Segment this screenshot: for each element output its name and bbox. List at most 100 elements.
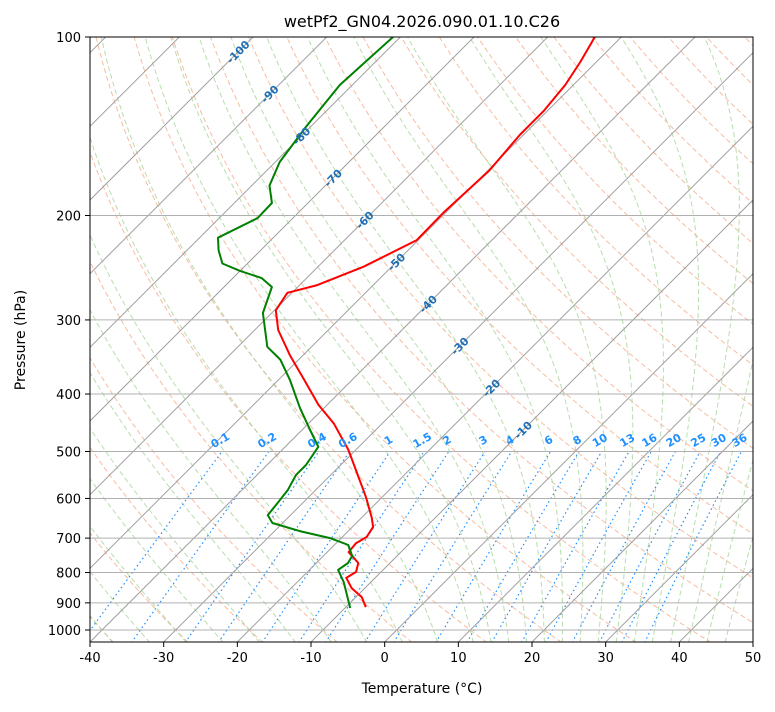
plot-area: [0, 24, 775, 643]
mixing-ratio-label: 25: [689, 431, 709, 450]
isotherm-label: -100: [224, 38, 253, 67]
moist-adiabat-line: [306, 37, 563, 642]
x-tick-label: 30: [597, 651, 614, 666]
x-tick-label: -10: [300, 651, 321, 666]
moist-adiabat-line: [670, 37, 740, 642]
mixing-ratio-line: [325, 451, 450, 642]
axes: -40 -30 -20 -10 0 10 20 30 40 5010020030040050060…: [48, 31, 761, 666]
dry-adiabat-line: [171, 37, 712, 642]
moist-adiabat-line: [407, 37, 607, 642]
x-axis-label: Temperature (°C): [361, 681, 483, 697]
plot-frame: [89, 36, 754, 643]
moist-adiabat-line: [144, 37, 474, 642]
mixing-ratio-line: [466, 451, 580, 642]
y-tick-label: 300: [56, 314, 81, 329]
isotherm-line: [310, 199, 753, 642]
moist-adiabat-line: [688, 357, 753, 642]
mixing-ratio-label: 2: [441, 433, 454, 448]
mixing-ratio-label: 1: [382, 433, 395, 448]
moist-adiabat-line: [230, 37, 528, 642]
mixing-ratio-label: 0.1: [209, 430, 232, 451]
moist-adiabat-line: [90, 308, 332, 642]
moist-adiabat-line: [620, 37, 700, 642]
dry-adiabat-line: [705, 37, 753, 86]
mixing-ratio-line: [598, 451, 701, 642]
moist-adiabat-line: [706, 457, 753, 642]
isotherm-line: [90, 37, 696, 642]
mixing-ratio-label: 13: [617, 431, 637, 450]
isotherm-line: [236, 125, 753, 642]
dry-adiabat-line: [515, 37, 753, 285]
y-tick-label: 900: [56, 597, 81, 612]
dry-adiabat-line: [286, 37, 753, 535]
moist-adiabat-line: [266, 37, 545, 642]
mixing-ratio-label: 3: [477, 433, 490, 448]
dry-adiabat-line: [90, 446, 264, 642]
dry-adiabat-line: [133, 37, 637, 642]
dewpoint-profile-line: [217, 37, 394, 609]
isotherm-line: [90, 37, 254, 201]
mixing-ratio-line: [644, 451, 742, 642]
isotherm-line: [604, 493, 753, 642]
moist-adiabat-line: [100, 37, 439, 642]
y-tick-label: 100: [56, 31, 81, 46]
dry-adiabat-line: [90, 532, 189, 642]
mixing-ratio-label: 0.2: [255, 430, 278, 451]
moist-adiabat-line: [90, 135, 403, 642]
moist-adiabat-line: [469, 37, 634, 642]
mixing-ratio-label: 1.5: [411, 430, 434, 451]
moist-adiabat-line: [0, 37, 76, 643]
y-tick-label: 700: [56, 532, 81, 547]
mixing-ratio-label: 0.4: [305, 430, 329, 451]
moist-adiabat-line: [540, 37, 664, 642]
dry-adiabat-line: [591, 37, 753, 205]
y-tick-label: 400: [56, 388, 81, 403]
isotherm-line: [90, 37, 328, 275]
y-axis-label: Pressure (hPa): [13, 290, 29, 390]
isotherm-line: [90, 37, 549, 496]
y-tick-label: 600: [56, 492, 81, 507]
dry-adiabat-line: [400, 37, 753, 408]
dry-adiabat-line: [90, 260, 413, 642]
dry-adiabat-line: [667, 37, 753, 126]
chart-title: wetPf2_GN04.2026.090.01.10.C26: [284, 12, 560, 32]
mixing-ratio-line: [261, 451, 391, 642]
y-tick-label: 500: [56, 445, 81, 460]
mixing-ratio-line: [545, 451, 652, 642]
isotherm-line: [383, 272, 753, 642]
mixing-ratio-line: [184, 451, 320, 642]
moist-adiabat-line: [170, 37, 492, 642]
isotherm-line: [457, 346, 753, 642]
mixing-ratio-label: 16: [640, 431, 660, 450]
mixing-ratio-line: [393, 451, 513, 642]
y-tick-label: 800: [56, 567, 81, 582]
isotherm-line: [752, 641, 753, 642]
mixing-ratio-line: [435, 451, 552, 642]
mixing-ratio-line: [364, 451, 486, 642]
moist-adiabat-line: [90, 233, 368, 642]
isotherm-line: [90, 37, 623, 570]
isotherm-line: [162, 51, 753, 642]
mixing-ratio-line: [571, 451, 677, 642]
mixing-ratio-label: 8: [571, 433, 584, 448]
dry-adiabat-line: [248, 37, 753, 579]
isotherm-line: [90, 37, 475, 422]
x-tick-label: 10: [450, 651, 467, 666]
dry-adiabat-line: [770, 24, 775, 643]
mixing-ratio-line: [218, 451, 351, 642]
isotherm-line: [90, 37, 402, 349]
y-tick-label: 200: [56, 210, 81, 225]
y-tick-label: 1000: [48, 624, 81, 639]
x-tick-label: 0: [381, 651, 389, 666]
mixing-ratio-label: 6: [542, 433, 555, 448]
x-tick-label: 20: [524, 651, 541, 666]
dry-adiabat-line: [438, 37, 753, 366]
dry-adiabat-line: [477, 37, 753, 325]
x-tick-label: 50: [745, 651, 762, 666]
dry-adiabat-line: [744, 37, 753, 47]
x-tick-label: -40: [79, 651, 100, 666]
x-tick-label: 40: [671, 651, 688, 666]
moist-adiabat-line: [90, 477, 224, 642]
isotherm-label: -70: [322, 166, 345, 189]
mixing-ratio-label: 30: [709, 431, 729, 450]
